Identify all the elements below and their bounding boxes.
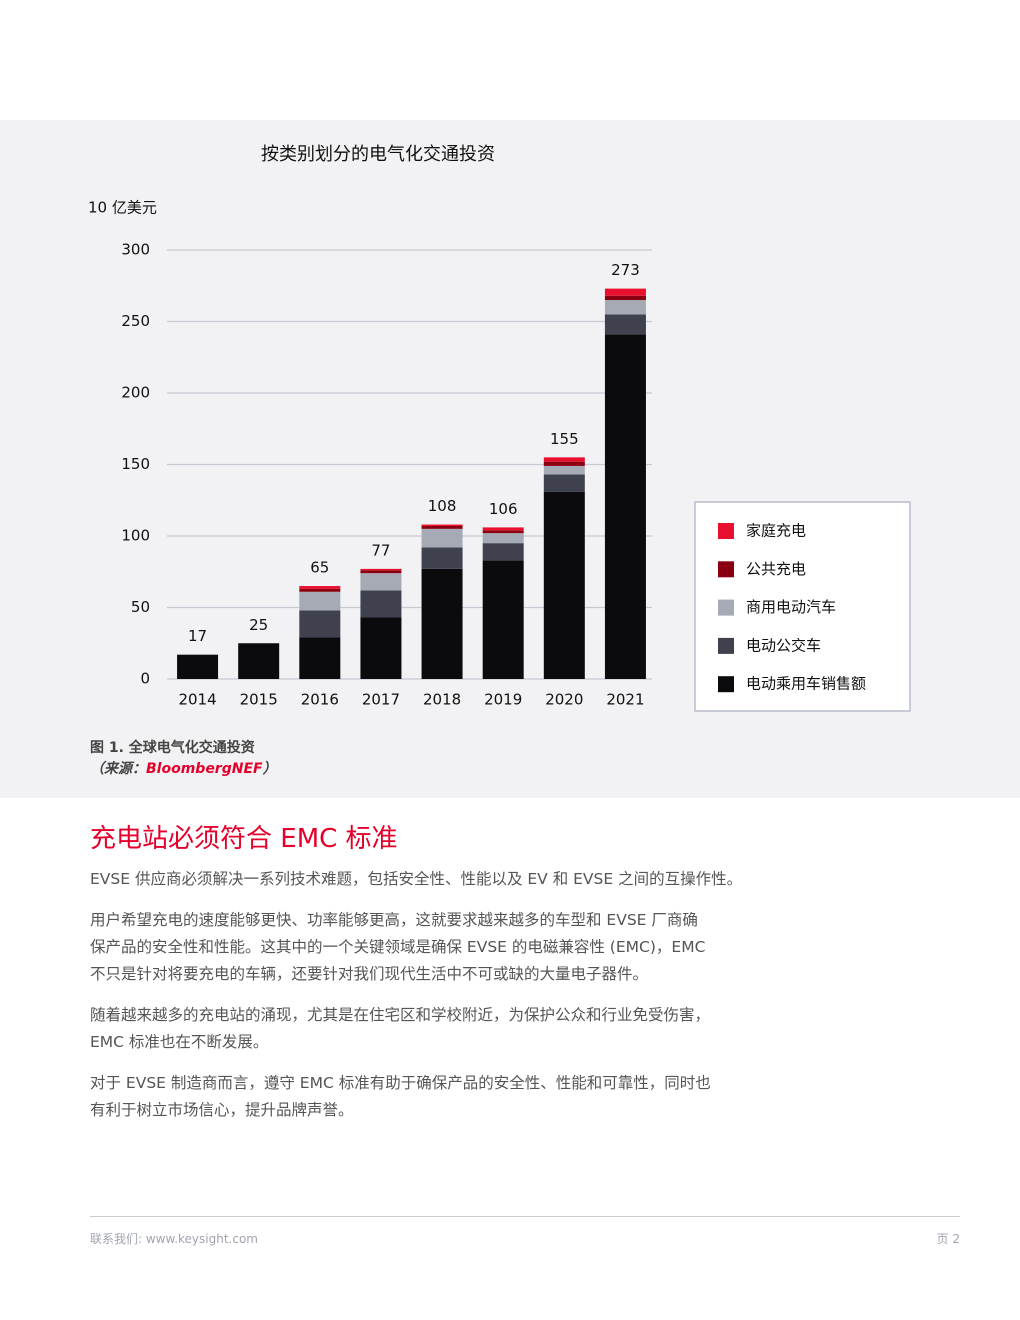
- footer-rule: [90, 1216, 960, 1217]
- y-tick-label: 100: [121, 527, 150, 545]
- footer-contact: 联系我们: www.keysight.com: [90, 1232, 258, 1246]
- legend-swatch: [718, 676, 734, 693]
- bar-segment: [299, 637, 341, 679]
- legend-label: 公共充电: [746, 560, 806, 578]
- source-suffix: ）: [262, 761, 277, 777]
- bar-segment: [604, 295, 646, 301]
- total-label: 106: [489, 500, 518, 518]
- bar-segment: [482, 543, 524, 561]
- bar-segment: [543, 461, 585, 466]
- x-tick-label: 2021: [606, 691, 644, 709]
- x-tick-label: 2020: [545, 691, 583, 709]
- bar-segment: [421, 525, 463, 529]
- bar-segment: [360, 568, 402, 571]
- bar-segment: [604, 288, 646, 296]
- x-tick-label: 2014: [178, 691, 216, 709]
- y-tick-label: 50: [131, 598, 150, 616]
- bar-segment: [482, 530, 524, 534]
- legend-label: 家庭充电: [746, 522, 806, 540]
- section-body: EVSE 供应商必须解决一系列技术难题，包括安全性、性能以及 EV 和 EVSE…: [90, 866, 790, 1138]
- y-tick-label: 200: [121, 384, 150, 402]
- total-label: 25: [249, 616, 268, 634]
- bar-segment: [482, 560, 524, 679]
- section-title: 充电站必须符合 EMC 标准: [90, 824, 398, 854]
- paragraph: 对于 EVSE 制造商而言，遵守 EMC 标准有助于确保产品的安全性、性能和可靠…: [90, 1070, 790, 1124]
- x-tick-label: 2017: [362, 691, 400, 709]
- paragraph-line: 随着越来越多的充电站的涌现，尤其是在住宅区和学校附近，为保护公众和行业免受伤害，: [90, 1006, 711, 1024]
- legend-swatch: [718, 599, 734, 616]
- bar-segment: [543, 491, 585, 679]
- paragraph: 用户希望充电的速度能够更快、功率能够更高，这就要求越来越多的车型和 EVSE 厂…: [90, 907, 790, 988]
- y-tick-label: 300: [121, 241, 150, 259]
- legend-label: 电动乘用车销售额: [746, 675, 866, 693]
- bar-segment: [299, 591, 341, 611]
- y-tick-label: 0: [140, 670, 150, 688]
- paragraph: EVSE 供应商必须解决一系列技术难题，包括安全性、性能以及 EV 和 EVSE…: [90, 866, 790, 893]
- paragraph-line: 用户希望充电的速度能够更快、功率能够更高，这就要求越来越多的车型和 EVSE 厂…: [90, 911, 698, 929]
- legend-swatch: [718, 523, 734, 539]
- paragraph: 随着越来越多的充电站的涌现，尤其是在住宅区和学校附近，为保护公众和行业免受伤害，…: [90, 1002, 790, 1056]
- paragraph-line: EMC 标准也在不断发展。: [90, 1033, 269, 1051]
- chart: 按类别划分的电气化交通投资 10 亿美元 0 50 100 150 200 250 300 2…: [88, 144, 911, 712]
- total-label: 17: [188, 627, 207, 645]
- bar-segment: [543, 465, 585, 475]
- figure-caption: 图 1. 全球电气化交通投资: [90, 740, 255, 756]
- bar-segment: [360, 570, 402, 574]
- bar-segment: [421, 528, 463, 548]
- bar-segment: [604, 300, 646, 315]
- bar-segment: [360, 573, 402, 591]
- bar-segment: [360, 590, 402, 618]
- bar-segment: [482, 527, 524, 531]
- bar-segment: [177, 654, 219, 679]
- total-label: 108: [428, 497, 457, 515]
- source-name: BloombergNEF: [146, 761, 263, 777]
- footer-page: 页 2: [936, 1232, 960, 1246]
- legend-swatch: [718, 561, 734, 578]
- legend-label: 商用电动汽车: [746, 598, 836, 616]
- paragraph-line: 保产品的安全性和性能。这其中的一个关键领域是确保 EVSE 的电磁兼容性 (EM…: [90, 938, 706, 956]
- x-tick-label: 2018: [423, 691, 461, 709]
- paragraph-line: 对于 EVSE 制造商而言，遵守 EMC 标准有助于确保产品的安全性、性能和可靠…: [90, 1074, 711, 1092]
- bar-segment: [360, 617, 402, 679]
- bar-segment: [543, 474, 585, 492]
- total-label: 65: [310, 559, 329, 577]
- legend-label: 电动公交车: [746, 636, 821, 654]
- total-label: 155: [550, 430, 579, 448]
- bar-segment: [604, 314, 646, 335]
- bar-segment: [482, 533, 524, 544]
- bar-segment: [421, 547, 463, 569]
- y-axis-label: 10 亿美元: [88, 199, 157, 217]
- bar-segment: [299, 588, 341, 592]
- bar-segment: [238, 643, 280, 679]
- bar-segment: [421, 568, 463, 679]
- total-label: 77: [371, 541, 390, 559]
- y-tick-label: 150: [121, 455, 150, 473]
- chart-title: 按类别划分的电气化交通投资: [261, 144, 495, 165]
- y-tick-label: 250: [121, 312, 150, 330]
- legend-swatch: [718, 637, 734, 654]
- source-prefix: （来源：: [90, 761, 146, 777]
- x-tick-label: 2019: [484, 691, 522, 709]
- total-label: 273: [611, 261, 640, 279]
- paragraph-line: 不只是针对将要充电的车辆，还要针对我们现代生活中不可或缺的大量电子器件。: [90, 965, 649, 983]
- x-tick-label: 2015: [240, 691, 278, 709]
- bar-segment: [299, 610, 341, 638]
- bar-segment: [421, 524, 463, 526]
- x-tick-label: 2016: [301, 691, 339, 709]
- bar-segment: [604, 334, 646, 679]
- paragraph-line: EVSE 供应商必须解决一系列技术难题，包括安全性、性能以及 EV 和 EVSE…: [90, 870, 743, 888]
- bar-segment: [299, 586, 341, 589]
- bar-segment: [543, 457, 585, 462]
- paragraph-line: 有利于树立市场信心，提升品牌声誉。: [90, 1101, 354, 1119]
- figure-source: （来源：BloombergNEF）: [90, 758, 277, 778]
